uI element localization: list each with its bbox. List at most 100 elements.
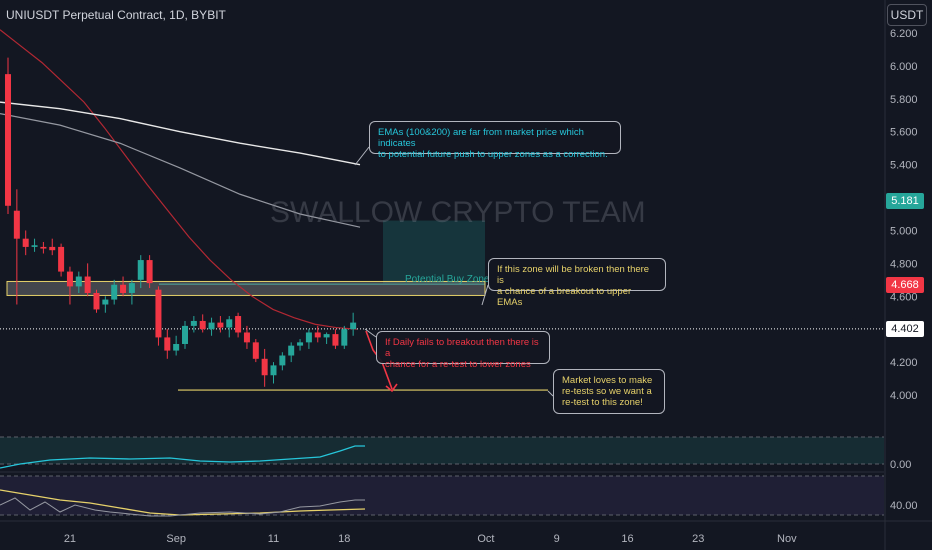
candle (208, 317, 215, 336)
candle-body (31, 245, 38, 247)
ema-note[interactable]: EMAs (100&200) are far from market price… (369, 121, 621, 160)
daily-note-pointer (364, 328, 377, 338)
price-axis-label: 4.800 (890, 258, 918, 270)
resistance-zone (6, 280, 486, 296)
candle (314, 325, 321, 343)
time-axis-label: 18 (338, 533, 350, 545)
ema-200-line (0, 101, 361, 166)
time-axis-label: 23 (692, 533, 704, 545)
retest-note[interactable]: Market loves to make re-tests so we want… (553, 369, 665, 414)
candle-body (111, 284, 118, 300)
candle (58, 243, 65, 277)
candle (40, 241, 47, 254)
candle-body (341, 329, 348, 346)
candle (84, 263, 91, 297)
candle (173, 335, 180, 356)
candle (235, 312, 242, 338)
candle-body (235, 316, 242, 333)
indicator-panels: 0.00 40.00 (0, 436, 918, 517)
ema-100-line (0, 113, 361, 228)
candle (226, 316, 233, 338)
time-axis-label: 21 (64, 533, 76, 545)
candle (49, 238, 56, 256)
buy-zone-label: Potential Buy Zone (405, 274, 490, 285)
candle (270, 362, 277, 384)
osc2-band (0, 476, 884, 515)
time-axis-label: Sep (166, 533, 186, 545)
candle (279, 352, 286, 371)
price-axis-label: 5.600 (890, 127, 918, 139)
candle (66, 266, 73, 305)
ema-lines (0, 29, 361, 330)
time-axis-label: 9 (554, 533, 560, 545)
candle-body (22, 238, 29, 247)
candle (155, 286, 162, 346)
candle-body (13, 210, 20, 239)
candle-body (93, 292, 100, 310)
candle-body (323, 334, 330, 338)
chart-title: UNIUSDT Perpetual Contract, 1D, BYBIT (6, 8, 226, 22)
candle (350, 312, 357, 336)
last-price-tag: 4.402 (886, 321, 924, 337)
candle (323, 332, 330, 344)
candle-body (350, 322, 357, 330)
candle-body (128, 283, 135, 293)
candle-body (164, 337, 171, 351)
price-axis-label: 5.000 (890, 225, 918, 237)
price-axis-label: 5.800 (890, 94, 918, 106)
price-axis-label: 4.200 (890, 357, 918, 369)
candle-body (279, 355, 286, 366)
candle-body (75, 276, 82, 287)
candle-body (243, 332, 250, 343)
zone-break-note[interactable]: If this zone will be broken then there i… (488, 258, 666, 308)
candle-body (217, 322, 224, 328)
currency-button[interactable]: USDT (887, 4, 927, 26)
candle (146, 255, 153, 289)
ema-price-tag: 5.181 (886, 193, 924, 209)
candle (243, 325, 250, 349)
candle-body (305, 332, 312, 343)
candle (31, 238, 38, 252)
candle (261, 348, 268, 387)
candle (111, 279, 118, 305)
osc2-signal (0, 489, 366, 516)
candle-body (146, 260, 153, 284)
candle (190, 316, 197, 333)
osc2-axis-label: 40.00 (890, 500, 918, 512)
price-axis-label: 4.600 (890, 291, 918, 303)
candle-body (102, 299, 109, 305)
time-axis-label: Nov (777, 533, 797, 545)
candle-body (5, 74, 11, 206)
candle-body (199, 320, 206, 330)
candle-body (137, 260, 144, 280)
candle-body (49, 246, 56, 251)
candle-body (84, 276, 91, 293)
osc1-band (0, 437, 884, 464)
candle-body (40, 246, 47, 249)
osc1-line (0, 445, 365, 469)
candle (120, 276, 127, 297)
ema-red-line (0, 29, 358, 330)
candles (5, 57, 357, 387)
candle (217, 316, 224, 333)
time-axis-label: 11 (268, 533, 279, 545)
overlays (354, 146, 554, 397)
daily-fail-note[interactable]: If Daily fails to breakout then there is… (376, 331, 550, 370)
candle (297, 339, 304, 351)
candle-body (332, 334, 339, 346)
candle (75, 271, 82, 293)
candle (182, 320, 188, 349)
candle-body (208, 322, 215, 330)
candle-body (173, 343, 180, 351)
candle (341, 325, 348, 349)
candle-body (66, 271, 73, 287)
candle-body (270, 365, 277, 376)
candle-body (297, 342, 304, 346)
time-axis-label: 16 (621, 533, 633, 545)
candle (22, 230, 29, 256)
candle (332, 329, 339, 349)
price-axis-label: 6.200 (890, 28, 918, 40)
candle (305, 329, 312, 349)
